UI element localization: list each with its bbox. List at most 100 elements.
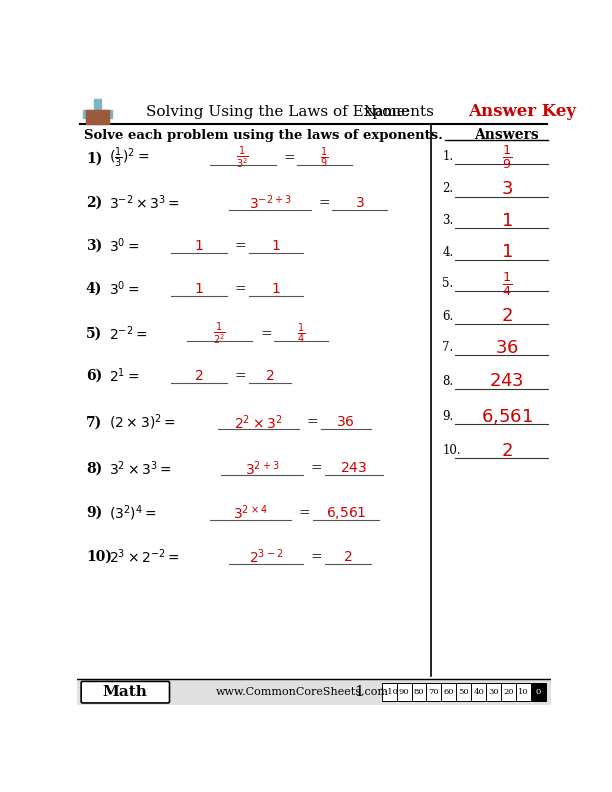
Text: $6{,}561$: $6{,}561$	[326, 505, 366, 521]
Text: 4): 4)	[86, 282, 102, 296]
Bar	[486, 683, 501, 702]
Bar	[441, 683, 457, 702]
Text: $3^{2+3}$: $3^{2+3}$	[245, 459, 279, 478]
Text: $2^1=$: $2^1=$	[109, 367, 140, 386]
Text: 9): 9)	[86, 506, 102, 520]
Text: =: =	[234, 282, 246, 296]
Text: $(\frac{1}{3})^2=$: $(\frac{1}{3})^2=$	[109, 146, 149, 170]
Text: Math: Math	[103, 685, 147, 699]
Text: $2$: $2$	[265, 369, 275, 383]
Text: 6.: 6.	[442, 310, 453, 322]
Text: $2^{3-2}$: $2^{3-2}$	[249, 548, 283, 566]
Text: =: =	[318, 196, 330, 210]
Text: $\frac{1}{4}$: $\frac{1}{4}$	[297, 322, 305, 346]
Bar	[471, 683, 486, 702]
Text: $1$: $1$	[501, 243, 512, 261]
Text: 3): 3)	[86, 239, 102, 253]
Text: 30: 30	[488, 688, 499, 696]
Text: 10): 10)	[86, 550, 112, 564]
Text: 6): 6)	[86, 369, 102, 383]
Text: $1$: $1$	[194, 239, 204, 253]
Text: 7): 7)	[86, 415, 102, 429]
Text: Name:: Name:	[364, 105, 410, 119]
Bar	[457, 683, 471, 702]
Text: $2^3 \times 2^{-2}=$: $2^3 \times 2^{-2}=$	[109, 548, 180, 566]
Text: 1.: 1.	[442, 150, 453, 163]
Text: Answers: Answers	[474, 128, 539, 142]
Text: 1-10: 1-10	[380, 688, 399, 696]
Bar	[501, 683, 516, 702]
Text: $\frac{1}{2^2}$: $\frac{1}{2^2}$	[213, 321, 226, 347]
Text: Answer Key: Answer Key	[468, 104, 576, 120]
Text: $6{,}561$: $6{,}561$	[480, 406, 532, 425]
Text: $(3^2)^4=$: $(3^2)^4=$	[109, 504, 157, 523]
Text: 2.: 2.	[442, 182, 453, 196]
Text: $36$: $36$	[494, 339, 518, 356]
Text: www.CommonCoreSheets.com: www.CommonCoreSheets.com	[215, 687, 389, 697]
Text: $\frac{1}{3^2}$: $\frac{1}{3^2}$	[236, 145, 249, 171]
Text: Solving Using the Laws of Exponents: Solving Using the Laws of Exponents	[146, 105, 435, 119]
Text: $243$: $243$	[340, 462, 367, 475]
Text: $3^2 \times 3^3=$: $3^2 \times 3^3=$	[109, 459, 172, 478]
Text: $2$: $2$	[501, 442, 512, 460]
Text: $1$: $1$	[271, 239, 280, 253]
Text: =: =	[299, 506, 310, 520]
Text: 9.: 9.	[442, 409, 453, 423]
Text: =: =	[310, 550, 322, 564]
Text: $3$: $3$	[354, 196, 364, 210]
Text: $2$: $2$	[501, 307, 512, 325]
Text: =: =	[310, 462, 322, 475]
Text: $3^{2 \times 4}$: $3^{2 \times 4}$	[233, 504, 268, 523]
Text: $1$: $1$	[194, 282, 204, 296]
Text: 5.: 5.	[442, 277, 453, 290]
Text: $3^{-2} \times 3^3=$: $3^{-2} \times 3^3=$	[109, 193, 180, 212]
Text: 8.: 8.	[442, 375, 453, 388]
Text: 80: 80	[414, 688, 424, 696]
Text: $2^2 \times 3^2$: $2^2 \times 3^2$	[234, 413, 283, 432]
Text: 1): 1)	[86, 151, 102, 166]
Bar	[427, 683, 441, 702]
Bar	[83, 110, 112, 118]
Text: $\frac{1}{9}$: $\frac{1}{9}$	[321, 146, 329, 170]
Text: $2$: $2$	[343, 550, 353, 564]
Text: 1: 1	[354, 685, 364, 699]
Bar	[86, 109, 109, 124]
Text: $243$: $243$	[489, 372, 524, 390]
Text: 10: 10	[518, 688, 529, 696]
Text: $1$: $1$	[271, 282, 280, 296]
Bar	[531, 683, 545, 702]
Bar	[412, 683, 427, 702]
Text: $3$: $3$	[501, 180, 513, 198]
Text: =: =	[283, 151, 295, 166]
Text: =: =	[307, 415, 318, 429]
Text: 20: 20	[503, 688, 513, 696]
Text: 0: 0	[536, 688, 541, 696]
Text: $(2 \times 3)^2=$: $(2 \times 3)^2=$	[109, 413, 176, 432]
Bar	[382, 683, 397, 702]
Text: $\frac{1}{4}$: $\frac{1}{4}$	[502, 270, 512, 298]
Text: $2$: $2$	[194, 369, 204, 383]
Text: 10.: 10.	[442, 444, 461, 457]
Text: 50: 50	[458, 688, 469, 696]
Text: =: =	[260, 327, 272, 341]
Bar	[76, 680, 551, 705]
Bar	[516, 683, 531, 702]
Text: 3.: 3.	[442, 214, 453, 227]
Text: 60: 60	[444, 688, 454, 696]
Text: $2^{-2}=$: $2^{-2}=$	[109, 325, 147, 343]
Text: $1$: $1$	[501, 211, 512, 230]
Text: 4.: 4.	[442, 246, 453, 259]
Text: 2): 2)	[86, 196, 102, 210]
Text: $36$: $36$	[337, 415, 355, 429]
Text: 5): 5)	[86, 327, 102, 341]
Text: 90: 90	[399, 688, 409, 696]
Text: $\frac{1}{9}$: $\frac{1}{9}$	[502, 143, 512, 170]
Text: $3^{-2+3}$: $3^{-2+3}$	[248, 193, 291, 212]
Text: $3^0=$: $3^0=$	[109, 237, 140, 255]
Text: =: =	[234, 369, 246, 383]
Text: $3^0=$: $3^0=$	[109, 280, 140, 299]
Text: 40: 40	[473, 688, 484, 696]
Bar	[94, 99, 102, 124]
Text: 8): 8)	[86, 462, 102, 475]
Text: =: =	[234, 239, 246, 253]
